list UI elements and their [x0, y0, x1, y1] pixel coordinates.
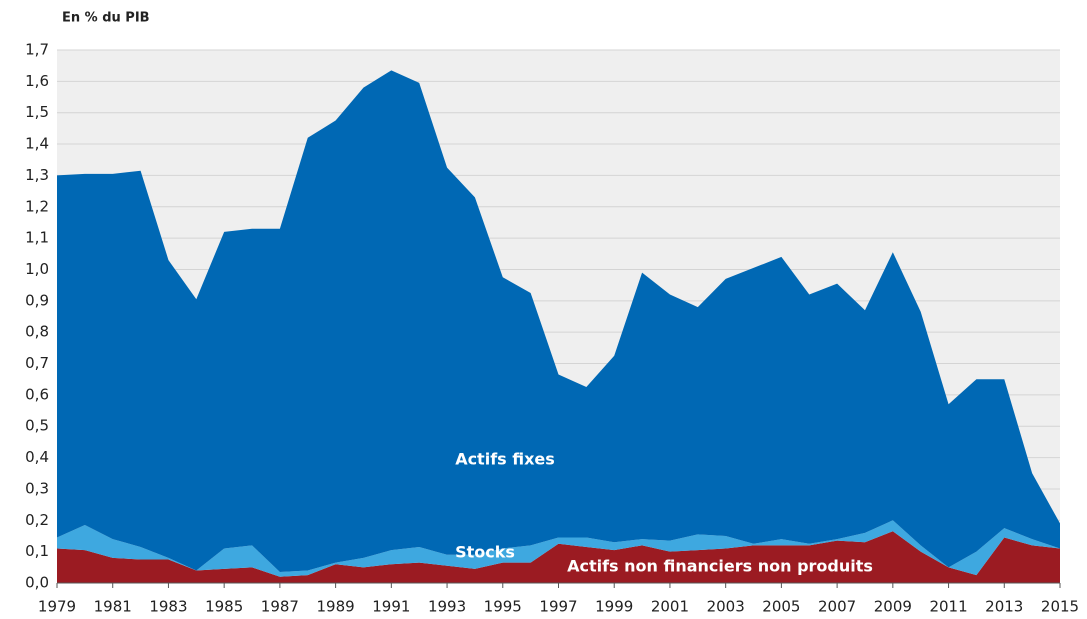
y-tick-label: 0,0	[25, 574, 49, 592]
area-label: Actifs fixes	[455, 450, 555, 469]
y-tick-label: 1,4	[25, 135, 49, 153]
area	[57, 70, 1060, 573]
y-tick-label: 1,1	[25, 229, 49, 247]
x-tick-label: 1981	[94, 598, 132, 616]
y-tick-label: 0,8	[25, 323, 49, 341]
x-tick-label: 2005	[762, 598, 800, 616]
y-tick-label: 1,3	[25, 166, 49, 184]
y-tick-label: 0,5	[25, 417, 49, 435]
x-tick-label: 2015	[1041, 598, 1079, 616]
y-tick-label: 0,7	[25, 354, 49, 372]
x-tick-label: 1983	[149, 598, 187, 616]
y-tick-label: 1,0	[25, 260, 49, 278]
x-tick-label: 2011	[929, 598, 967, 616]
x-tick-label: 1979	[38, 598, 76, 616]
y-tick-label: 1,6	[25, 72, 49, 90]
x-tick-label: 1985	[205, 598, 243, 616]
x-tick-label: 2009	[874, 598, 912, 616]
y-tick-label: 0,2	[25, 511, 49, 529]
y-tick-label: 0,3	[25, 479, 49, 497]
x-tick-label: 1997	[539, 598, 577, 616]
x-tick-label: 1989	[317, 598, 355, 616]
area	[57, 531, 1060, 583]
x-tick-label: 1987	[261, 598, 299, 616]
x-tick-label: 1995	[484, 598, 522, 616]
y-tick-label: 1,2	[25, 197, 49, 215]
y-tick-label: 0,9	[25, 291, 49, 309]
area-label: Stocks	[455, 543, 515, 562]
x-tick-label: 1999	[595, 598, 633, 616]
x-tick-label: 2013	[985, 598, 1023, 616]
y-tick-label: 1,7	[25, 41, 49, 59]
y-tick-label: 0,4	[25, 448, 49, 466]
x-tick-label: 2007	[818, 598, 856, 616]
x-tick-label: 1991	[372, 598, 410, 616]
x-tick-label: 1993	[428, 598, 466, 616]
y-tick-label: 0,1	[25, 542, 49, 560]
y-tick-label: 0,6	[25, 385, 49, 403]
y-axis-label: En % du PIB	[62, 11, 150, 26]
x-tick-label: 2003	[707, 598, 745, 616]
x-tick-label: 2001	[651, 598, 689, 616]
area-label: Actifs non financiers non produits	[567, 557, 873, 576]
y-tick-label: 1,5	[25, 103, 49, 121]
